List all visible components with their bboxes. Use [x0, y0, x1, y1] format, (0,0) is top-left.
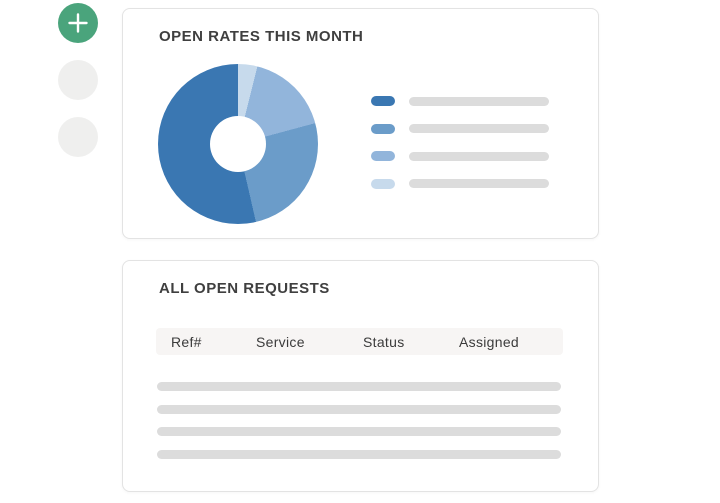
legend-item [371, 123, 549, 134]
legend-label-placeholder [409, 96, 549, 106]
open-rates-title: OPEN RATES THIS MONTH [159, 28, 364, 45]
legend-swatch [371, 178, 395, 189]
plus-icon [67, 12, 89, 34]
table-header: Ref# Service Status Assigned [156, 328, 563, 355]
legend-label-placeholder [409, 179, 549, 188]
legend-item [371, 178, 549, 189]
column-header-ref: Ref# [171, 333, 202, 350]
legend-item [371, 151, 549, 161]
open-rates-card: OPEN RATES THIS MONTH [122, 8, 599, 239]
toolbar-placeholder-button-1[interactable] [58, 60, 98, 100]
legend-item [371, 96, 549, 106]
column-header-assigned: Assigned [459, 333, 519, 350]
legend-swatch [371, 123, 395, 134]
legend-swatch [371, 96, 395, 106]
legend-label-placeholder [409, 124, 549, 133]
column-header-status: Status [363, 333, 405, 350]
table-row-placeholder [157, 382, 561, 391]
requests-card: ALL OPEN REQUESTS Ref# Service Status As… [122, 260, 599, 492]
chart-legend [371, 96, 549, 189]
add-button[interactable] [58, 3, 98, 43]
table-row-placeholder [157, 450, 561, 459]
donut-chart [158, 64, 318, 224]
column-header-service: Service [256, 333, 305, 350]
table-row-placeholder [157, 405, 561, 414]
table-row-placeholder [157, 427, 561, 436]
toolbar-placeholder-button-2[interactable] [58, 117, 98, 157]
legend-label-placeholder [409, 151, 549, 161]
requests-title: ALL OPEN REQUESTS [159, 280, 330, 297]
legend-swatch [371, 151, 395, 161]
